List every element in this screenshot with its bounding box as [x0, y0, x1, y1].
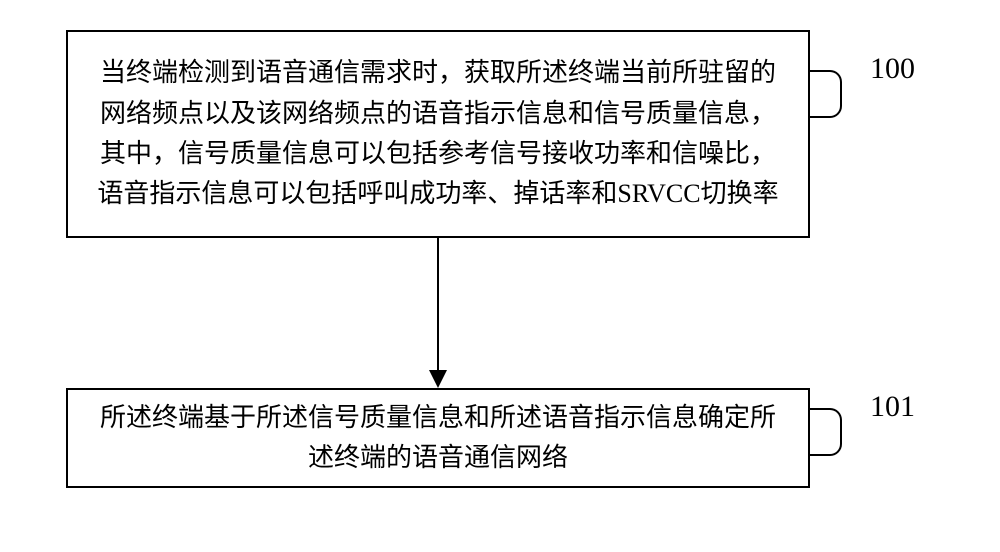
process-box-101-text: 所述终端基于所述信号质量信息和所述语音指示信息确定所述终端的语音通信网络 — [92, 398, 784, 479]
label-100: 100 — [870, 52, 915, 86]
flowchart-canvas: 当终端检测到语音通信需求时，获取所述终端当前所驻留的网络频点以及该网络频点的语音… — [0, 0, 1000, 552]
arrow-head — [429, 370, 447, 388]
process-box-100-text: 当终端检测到语音通信需求时，获取所述终端当前所驻留的网络频点以及该网络频点的语音… — [92, 53, 784, 214]
process-box-101: 所述终端基于所述信号质量信息和所述语音指示信息确定所述终端的语音通信网络 — [66, 388, 810, 488]
process-box-100: 当终端检测到语音通信需求时，获取所述终端当前所驻留的网络频点以及该网络频点的语音… — [66, 30, 810, 238]
arrow-shaft — [437, 238, 439, 370]
bracket-100 — [810, 70, 842, 118]
label-101: 101 — [870, 390, 915, 424]
bracket-101 — [810, 408, 842, 456]
